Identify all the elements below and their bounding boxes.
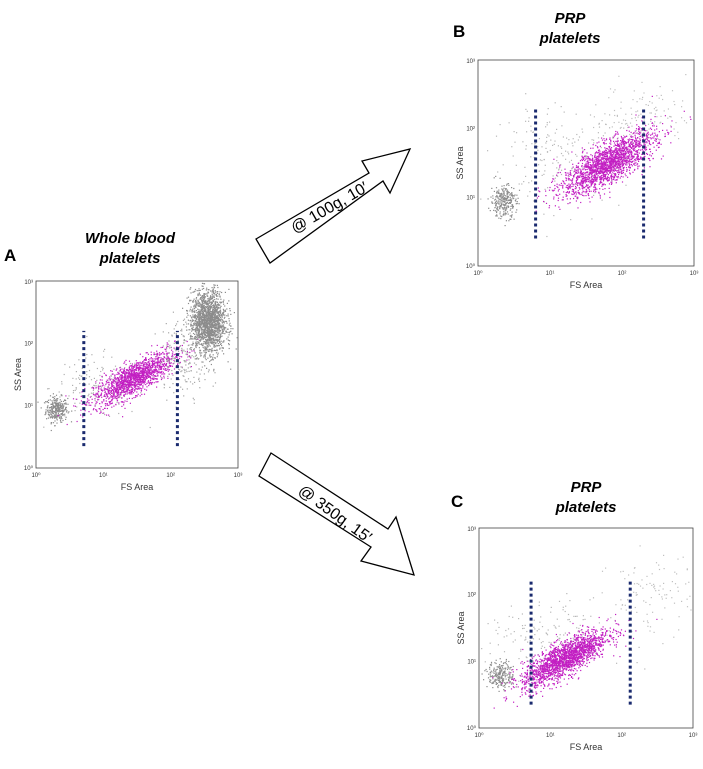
- panel-a-title-line2: platelets: [99, 250, 161, 267]
- panel-b-title-line2: platelets: [539, 30, 601, 47]
- panel-c-title-line2: platelets: [555, 499, 617, 516]
- panel-b-letter: B: [453, 22, 466, 41]
- c-plot-frame: [478, 527, 694, 729]
- panel-c-letter: C: [451, 492, 464, 511]
- c-x-axis-label: FS Area: [570, 742, 603, 752]
- arrow-bottom-shape: [258, 452, 415, 576]
- b-y-tick-label: 10²: [466, 127, 475, 133]
- a-x-tick-label: 10³: [234, 473, 243, 479]
- b-y-tick-label: 10¹: [466, 195, 475, 201]
- c-x-tick-label: 10¹: [546, 733, 555, 739]
- c-y-tick-label: 10¹: [467, 659, 476, 665]
- b-y-axis-label: SS Area: [455, 146, 465, 179]
- a-x-tick-label: 10²: [166, 473, 175, 479]
- panel-a-letter: A: [4, 246, 17, 265]
- a-x-tick-label: 10¹: [99, 473, 108, 479]
- panel-c-scatter-plot: 10⁰ 10¹ 10² 10³ 10⁰ 10¹ 10² 10³ FS Area SS Area: [456, 527, 698, 752]
- panel-b-title: PRP platelets: [520, 9, 620, 49]
- panel-b-scatter-plot: 10⁰ 10¹ 10² 10³ 10⁰ 10¹ 10² 10³ FS Area SS Area: [455, 59, 699, 290]
- arrow-bottom: @ 350g, 15′: [258, 452, 415, 576]
- b-x-tick-label: 10⁰: [473, 270, 483, 277]
- panel-b-title-line1: PRP: [554, 10, 586, 27]
- b-y-tick-label: 10³: [466, 59, 475, 65]
- a-x-axis-label: FS Area: [121, 482, 154, 492]
- a-x-tick-label: 10⁰: [31, 472, 41, 479]
- a-y-tick-label: 10³: [24, 280, 33, 286]
- arrow-top-shape: [255, 148, 412, 264]
- b-x-axis-label: FS Area: [570, 280, 603, 290]
- arrow-top: @ 100g, 10′: [255, 148, 412, 264]
- a-events: [37, 282, 238, 432]
- a-y-tick-label: 10⁰: [24, 465, 34, 472]
- c-y-tick-label: 10³: [467, 527, 476, 533]
- panel-c-title: PRP platelets: [536, 478, 636, 518]
- b-y-tick-label: 10⁰: [466, 263, 476, 270]
- b-x-tick-label: 10¹: [546, 271, 555, 277]
- arrow-top-label: @ 100g, 10′: [288, 179, 371, 237]
- panel-c-title-line1: PRP: [570, 479, 602, 496]
- c-x-tick-label: 10³: [689, 733, 698, 739]
- panel-a-title-line1: Whole blood: [85, 230, 175, 247]
- c-events: [481, 545, 692, 709]
- c-y-tick-label: 10⁰: [467, 725, 477, 732]
- a-y-tick-label: 10²: [24, 341, 33, 347]
- a-y-tick-label: 10¹: [24, 404, 33, 410]
- c-x-tick-label: 10²: [617, 733, 626, 739]
- a-y-axis-label: SS Area: [13, 358, 23, 391]
- c-y-axis-label: SS Area: [456, 611, 466, 644]
- b-x-tick-label: 10²: [618, 271, 627, 277]
- b-x-tick-label: 10³: [690, 271, 699, 277]
- b-events: [480, 74, 692, 238]
- c-y-tick-label: 10²: [467, 593, 476, 599]
- panel-a-title: Whole blood platelets: [70, 229, 190, 269]
- panel-a-scatter-plot: 10⁰ 10¹ 10² 10³ 10⁰ 10¹ 10² 10³ FS Area SS Area: [13, 280, 243, 492]
- c-x-tick-label: 10⁰: [474, 732, 484, 739]
